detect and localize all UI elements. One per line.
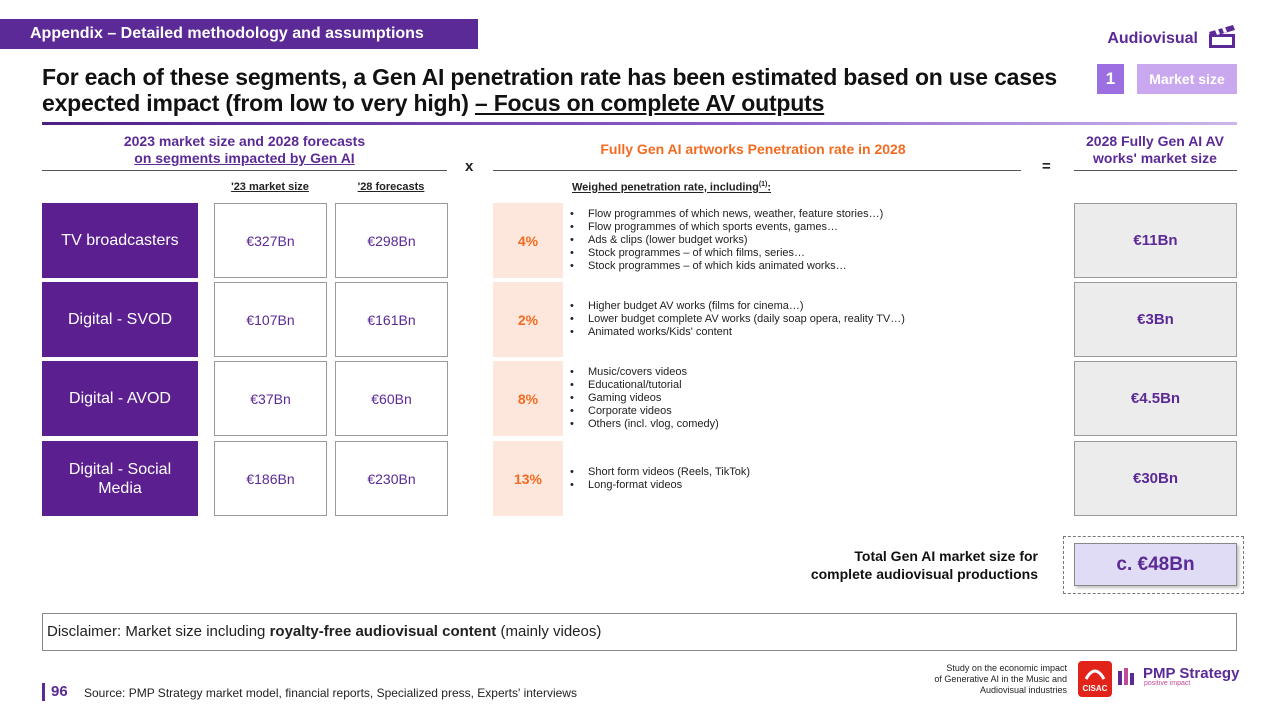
subheader-2023: '23 market size [231, 181, 309, 193]
middle-header-rule [493, 170, 1021, 171]
list-item: Corporate videos [570, 405, 1060, 418]
page-number-bar [42, 683, 45, 701]
list-item: Higher budget AV works (films for cinema… [570, 300, 1060, 313]
pmp-logo-tagline: positive impact [1144, 680, 1191, 687]
multiply-sign: x [465, 158, 474, 175]
study-caption: Study on the economic impact of Generati… [934, 663, 1067, 695]
right-column-header: 2028 Fully Gen AI AV works' market size [1086, 133, 1224, 166]
penetration-rate-cell: 13% [493, 441, 563, 516]
market-2028-cell: €161Bn [335, 282, 448, 357]
market-2023-cell: €327Bn [214, 203, 327, 278]
clapperboard-icon [1209, 25, 1235, 48]
segment-digital-avod: Digital - AVOD [42, 361, 198, 436]
use-case-list: Flow programmes of which news, weather, … [570, 203, 1060, 278]
list-item: Flow programmes of which news, weather, … [570, 208, 1060, 221]
title-divider [42, 122, 1237, 125]
cisac-logo [1078, 661, 1112, 697]
penetration-rate-cell: 8% [493, 361, 563, 436]
use-case-list: Short form videos (Reels, TikTok) Long-f… [570, 441, 1060, 516]
list-item: Others (incl. vlog, comedy) [570, 418, 1060, 431]
result-cell: €30Bn [1074, 441, 1237, 516]
cisac-arc-icon [1084, 669, 1106, 680]
use-case-list: Higher budget AV works (films for cinema… [570, 282, 1060, 357]
list-item: Music/covers videos [570, 366, 1060, 379]
list-item: Long-format videos [570, 479, 1060, 492]
list-item: Gaming videos [570, 392, 1060, 405]
page-title: For each of these segments, a Gen AI pen… [42, 64, 1058, 116]
market-size-number-badge: 1 [1097, 64, 1124, 94]
market-2023-cell: €186Bn [214, 441, 327, 516]
pmp-logo-icon [1118, 668, 1134, 685]
middle-column-header: Fully Gen AI artworks Penetration rate i… [600, 141, 906, 157]
use-case-list: Music/covers videos Educational/tutorial… [570, 361, 1060, 436]
appendix-tag: Appendix – Detailed methodology and assu… [0, 19, 478, 49]
subheader-2028: '28 forecasts [357, 181, 425, 193]
market-2028-cell: €230Bn [335, 441, 448, 516]
cisac-logo-text: CISAC [1082, 684, 1108, 693]
result-cell: €3Bn [1074, 282, 1237, 357]
list-item: Stock programmes – of which kids animate… [570, 260, 1060, 273]
segment-digital-svod: Digital - SVOD [42, 282, 198, 357]
list-item: Stock programmes – of which films, serie… [570, 247, 1060, 260]
segment-tv-broadcasters: TV broadcasters [42, 203, 198, 278]
subheader-weighed-rate: Weighed penetration rate, including(1): [572, 181, 772, 194]
list-item: Ads & clips (lower budget works) [570, 234, 1060, 247]
market-2023-cell: €107Bn [214, 282, 327, 357]
segment-digital-social-media: Digital - Social Media [42, 441, 198, 516]
equals-sign: = [1042, 158, 1051, 175]
market-2023-cell: €37Bn [214, 361, 327, 436]
total-dashed-frame [1063, 536, 1244, 594]
market-2028-cell: €298Bn [335, 203, 448, 278]
list-item: Educational/tutorial [570, 379, 1060, 392]
page-number: 96 [51, 683, 68, 700]
list-item: Lower budget complete AV works (daily so… [570, 313, 1060, 326]
penetration-rate-cell: 4% [493, 203, 563, 278]
market-2028-cell: €60Bn [335, 361, 448, 436]
result-cell: €4.5Bn [1074, 361, 1237, 436]
total-value: c. €48Bn [1074, 543, 1237, 586]
left-header-rule [42, 170, 447, 171]
total-label: Total Gen AI market size for complete au… [810, 548, 1038, 582]
section-label: Audiovisual [1107, 30, 1198, 47]
result-cell: €11Bn [1074, 203, 1237, 278]
penetration-rate-cell: 2% [493, 282, 563, 357]
pmp-logo-name: PMP Strategy [1143, 665, 1240, 682]
list-item: Animated works/Kids' content [570, 326, 1060, 339]
source-note: Source: PMP Strategy market model, finan… [84, 686, 577, 700]
market-size-badge: Market size [1137, 64, 1237, 94]
right-header-rule [1074, 170, 1237, 171]
list-item: Flow programmes of which sports events, … [570, 221, 1060, 234]
disclaimer: Disclaimer: Market size including royalt… [42, 613, 1237, 651]
left-column-header: 2023 market size and 2028 forecasts on s… [123, 133, 366, 166]
list-item: Short form videos (Reels, TikTok) [570, 466, 1060, 479]
